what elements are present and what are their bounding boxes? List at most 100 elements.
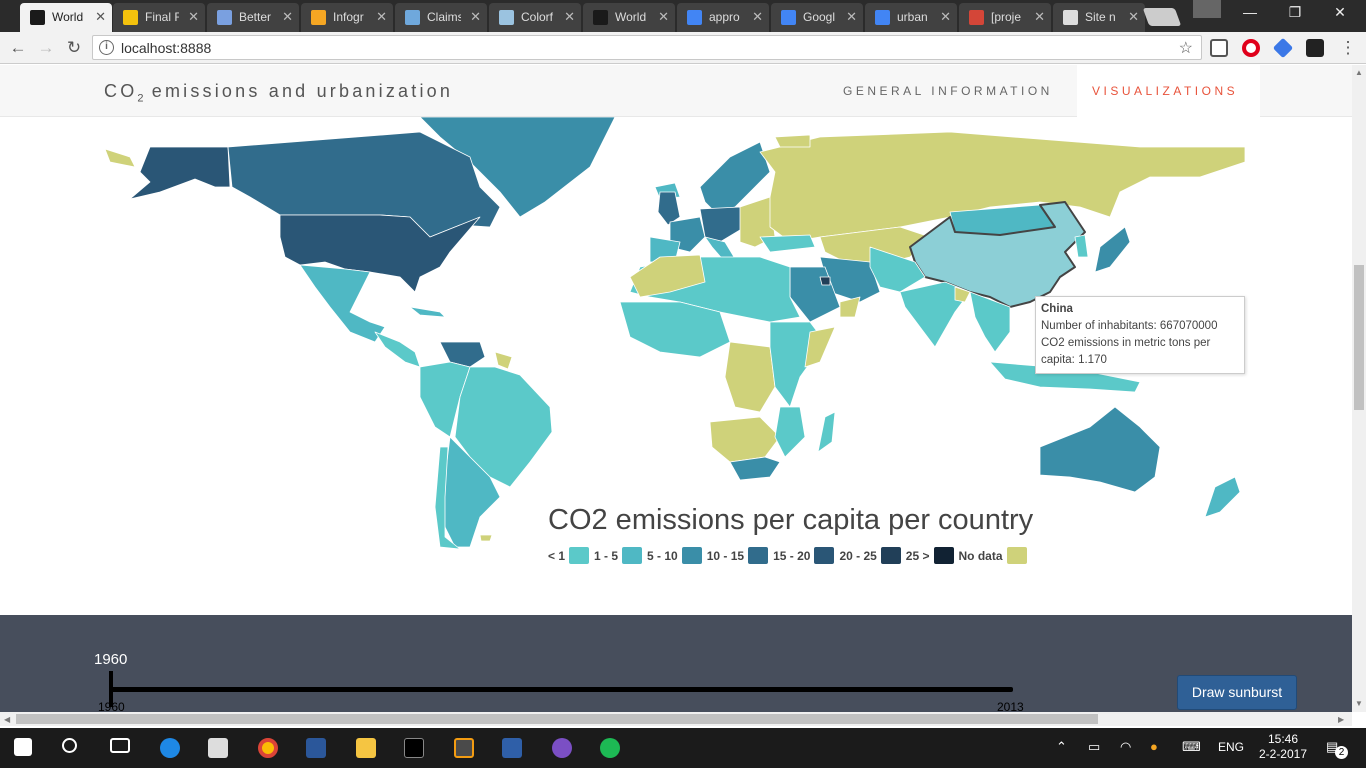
- tab-close-icon[interactable]: ✕: [282, 9, 293, 24]
- country-southeast-asia[interactable]: [969, 291, 1011, 353]
- country-svalbard[interactable]: [774, 134, 811, 148]
- tab-close-icon[interactable]: ✕: [940, 9, 951, 24]
- country-guyana[interactable]: [494, 351, 513, 370]
- tab-close-icon[interactable]: ✕: [470, 9, 481, 24]
- draw-sunburst-button[interactable]: Draw sunburst: [1177, 675, 1297, 710]
- country-western-sahara-nodata[interactable]: [629, 254, 706, 298]
- tab-close-icon[interactable]: ✕: [846, 9, 857, 24]
- year-slider-handle[interactable]: [109, 671, 113, 707]
- browser-tab[interactable]: Claims ✕: [395, 3, 487, 32]
- spotify-icon[interactable]: [600, 738, 620, 758]
- scroll-right-icon[interactable]: ▶: [1338, 715, 1345, 724]
- tab-close-icon[interactable]: ✕: [564, 9, 575, 24]
- tray-chevron-icon[interactable]: ⌃: [1056, 739, 1067, 754]
- country-korea[interactable]: [1074, 234, 1089, 258]
- cast-icon[interactable]: [1210, 39, 1228, 57]
- powershell-icon[interactable]: [502, 738, 522, 758]
- scroll-up-icon[interactable]: ▲: [1355, 68, 1363, 77]
- back-icon[interactable]: ←: [9, 38, 27, 57]
- country-scandinavia[interactable]: [699, 141, 771, 213]
- country-central-africa-nodata[interactable]: [724, 341, 776, 413]
- country-madagascar[interactable]: [817, 411, 836, 453]
- browser-tab[interactable]: World ✕: [20, 3, 112, 32]
- search-icon[interactable]: [62, 738, 77, 753]
- terminal-icon[interactable]: [404, 738, 424, 758]
- weather-icon[interactable]: ●: [1150, 739, 1158, 754]
- browser-tab[interactable]: Colorf ✕: [489, 3, 581, 32]
- tab-close-icon[interactable]: ✕: [1034, 9, 1045, 24]
- country-mozambique[interactable]: [774, 406, 806, 458]
- country-kuwait[interactable]: [819, 276, 831, 286]
- tab-close-icon[interactable]: ✕: [376, 9, 387, 24]
- country-india[interactable]: [899, 281, 971, 348]
- country-west-africa[interactable]: [619, 301, 731, 358]
- info-icon[interactable]: i: [99, 40, 114, 55]
- windows-start-icon[interactable]: [14, 738, 32, 756]
- task-view-icon[interactable]: [110, 738, 130, 753]
- country-falklands[interactable]: [479, 534, 493, 542]
- country-australia[interactable]: [1039, 406, 1161, 493]
- country-germany-central[interactable]: [699, 206, 746, 243]
- store-icon[interactable]: [208, 738, 228, 758]
- country-arctic-islands[interactable]: [104, 148, 136, 168]
- profile-icon[interactable]: [1193, 0, 1221, 18]
- browser-tab[interactable]: [proje ✕: [959, 3, 1051, 32]
- country-cuba[interactable]: [409, 306, 446, 318]
- country-chile[interactable]: [434, 446, 461, 550]
- browser-tab[interactable]: Googl ✕: [771, 3, 863, 32]
- chrome-icon[interactable]: [258, 738, 278, 758]
- clock[interactable]: 15:46 2-2-2017: [1258, 732, 1308, 762]
- url-text[interactable]: localhost:8888: [121, 40, 212, 56]
- country-somalia-nodata[interactable]: [804, 326, 836, 368]
- browser-tab[interactable]: urban ✕: [865, 3, 957, 32]
- country-kazakhstan[interactable]: [819, 226, 931, 268]
- vertical-scrollbar[interactable]: ▲ ▼: [1352, 65, 1366, 712]
- bookmark-star-icon[interactable]: ☆: [1178, 40, 1193, 57]
- vertical-scrollbar-thumb[interactable]: [1354, 265, 1364, 410]
- browser-tab[interactable]: Site n ✕: [1053, 3, 1145, 32]
- address-bar[interactable]: i localhost:8888 ☆: [92, 35, 1202, 60]
- tab-close-icon[interactable]: ✕: [95, 9, 106, 24]
- forward-icon[interactable]: →: [37, 38, 55, 57]
- country-new-zealand[interactable]: [1204, 476, 1241, 518]
- reload-icon[interactable]: ↻: [66, 38, 82, 57]
- keyboard-icon[interactable]: ⌨: [1182, 739, 1201, 754]
- browser-tab[interactable]: Better ✕: [207, 3, 299, 32]
- menu-icon[interactable]: ⋮: [1339, 38, 1357, 57]
- language-indicator[interactable]: ENG: [1218, 740, 1245, 754]
- scroll-left-icon[interactable]: ◀: [4, 715, 11, 724]
- country-japan[interactable]: [1094, 226, 1131, 273]
- extension-icon[interactable]: [1272, 37, 1294, 59]
- minimize-icon[interactable]: —: [1243, 4, 1257, 20]
- battery-icon[interactable]: ▭: [1088, 739, 1101, 754]
- github-icon[interactable]: [552, 738, 572, 758]
- browser-tab[interactable]: World ✕: [583, 3, 675, 32]
- browser-tab[interactable]: Infogr ✕: [301, 3, 393, 32]
- country-usa[interactable]: [279, 214, 481, 293]
- edge-icon[interactable]: [160, 738, 180, 758]
- country-oman-nodata[interactable]: [839, 296, 861, 318]
- opera-icon[interactable]: [1242, 39, 1260, 57]
- word-icon[interactable]: [306, 738, 326, 758]
- extension-ci-icon[interactable]: [1306, 39, 1324, 57]
- close-window-icon[interactable]: ✕: [1334, 4, 1346, 20]
- horizontal-scrollbar-thumb[interactable]: [16, 714, 1098, 724]
- country-central-america[interactable]: [374, 331, 421, 368]
- country-bhutan-nodata[interactable]: [954, 286, 971, 303]
- browser-tab[interactable]: appro ✕: [677, 3, 769, 32]
- sublime-icon[interactable]: [454, 738, 474, 758]
- country-greenland[interactable]: [419, 117, 616, 218]
- country-venezuela[interactable]: [439, 341, 486, 368]
- country-alaska[interactable]: [129, 146, 231, 200]
- country-turkey[interactable]: [759, 234, 816, 253]
- horizontal-scrollbar[interactable]: ◀ ▶: [0, 712, 1352, 726]
- scroll-down-icon[interactable]: ▼: [1355, 699, 1363, 708]
- country-southern-africa-nodata[interactable]: [709, 416, 781, 463]
- maximize-icon[interactable]: ❐: [1288, 4, 1302, 20]
- wifi-icon[interactable]: ◠: [1120, 739, 1132, 754]
- tab-close-icon[interactable]: ✕: [658, 9, 669, 24]
- year-slider-track[interactable]: [110, 687, 1013, 692]
- country-colombia-peru[interactable]: [419, 361, 471, 438]
- new-tab-button[interactable]: [1142, 8, 1182, 26]
- nav-visualizations[interactable]: VISUALIZATIONS: [1092, 84, 1239, 98]
